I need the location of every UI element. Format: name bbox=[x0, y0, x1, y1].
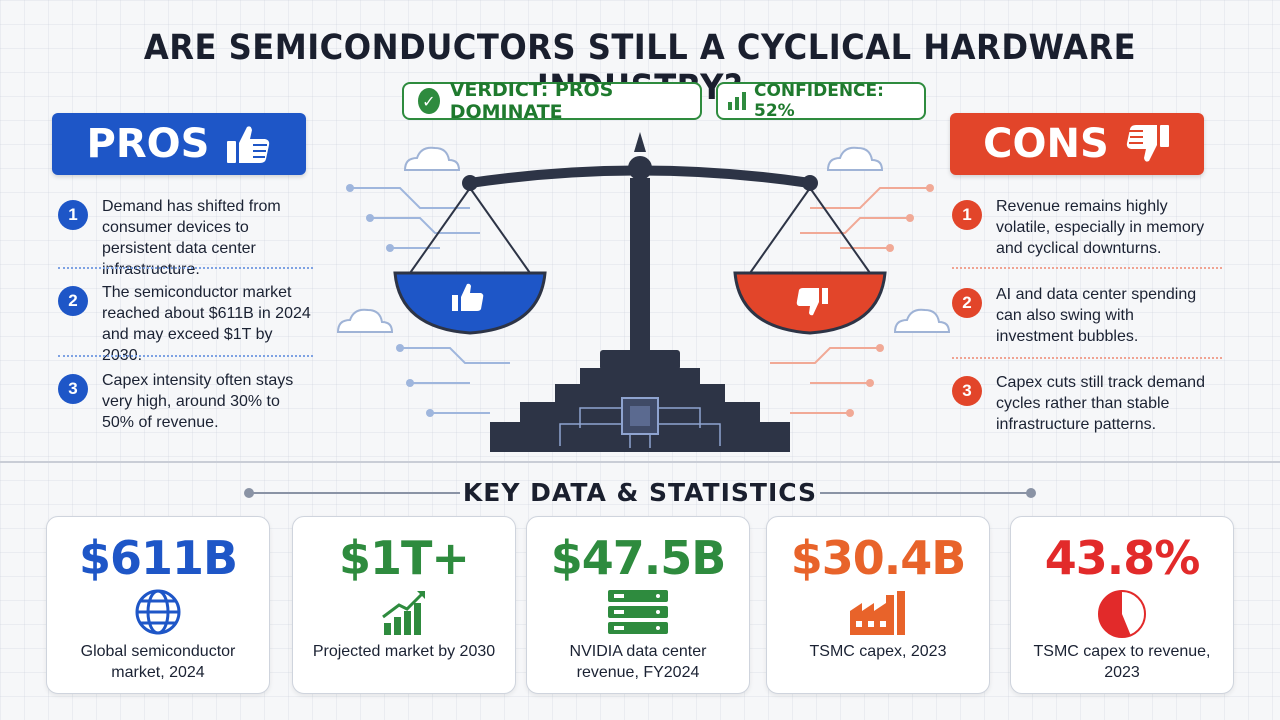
pan-thumbs-down-icon bbox=[796, 288, 828, 316]
pros-divider bbox=[58, 355, 313, 357]
pros-item-2: 2 The semiconductor market reached about… bbox=[58, 282, 312, 366]
stat-label: NVIDIA data center revenue, FY2024 bbox=[569, 643, 707, 681]
cons-item-text: AI and data center spending can also swi… bbox=[996, 286, 1197, 345]
verdict-label: VERDICT: PROS DOMINATE bbox=[449, 79, 614, 123]
cons-header: CONS bbox=[950, 113, 1204, 175]
circuit-traces-right bbox=[770, 187, 930, 414]
cons-item-number: 2 bbox=[952, 288, 982, 318]
stat-label: TSMC capex to revenue, 2023 bbox=[1033, 643, 1211, 681]
stat-value: 43.8% bbox=[1044, 531, 1201, 585]
heading-ornament bbox=[1026, 488, 1036, 498]
cons-item-number: 3 bbox=[952, 376, 982, 406]
confidence-label: CONFIDENCE: 52% bbox=[754, 81, 884, 121]
pros-item-number: 3 bbox=[58, 374, 88, 404]
stat-value: $30.4B bbox=[790, 531, 967, 585]
cons-item-2: 2 AI and data center spending can also s… bbox=[952, 284, 1206, 347]
pros-item-number: 2 bbox=[58, 286, 88, 316]
signal-bars-icon bbox=[728, 92, 746, 110]
balance-scale-illustration bbox=[336, 132, 950, 452]
pros-header-label: PROS bbox=[86, 121, 210, 167]
stat-label: Global semiconductor market, 2024 bbox=[80, 643, 236, 681]
stat-card-tsmc-capex: $30.4B TSMC capex, 2023 bbox=[766, 516, 990, 694]
pros-item-1: 1 Demand has shifted from consumer devic… bbox=[58, 196, 312, 280]
stat-value: $611B bbox=[78, 531, 238, 585]
server-icon bbox=[608, 590, 668, 634]
cons-item-text: Revenue remains highly volatile, especia… bbox=[996, 198, 1205, 257]
globe-icon bbox=[135, 589, 181, 635]
growth-chart-icon bbox=[382, 591, 425, 635]
pros-item-text: Capex intensity often stays very high, a… bbox=[102, 372, 294, 431]
cons-item-1: 1 Revenue remains highly volatile, espec… bbox=[952, 196, 1206, 259]
stat-card-nvidia-dc: $47.5B NVIDIA data center revenue, FY202… bbox=[526, 516, 750, 694]
cons-divider bbox=[952, 267, 1222, 269]
pie-chart-icon bbox=[1098, 590, 1146, 638]
pros-header: PROS bbox=[52, 113, 306, 175]
check-icon: ✓ bbox=[418, 88, 440, 114]
cons-item-3: 3 Capex cuts still track demand cycles r… bbox=[952, 372, 1206, 435]
thumbs-up-icon bbox=[227, 126, 270, 163]
stat-card-projected-2030: $1T+ Projected market by 2030 bbox=[292, 516, 516, 694]
heading-rule-left bbox=[250, 492, 460, 494]
stats-heading: KEY DATA & STATISTICS bbox=[462, 478, 818, 507]
factory-icon bbox=[850, 591, 905, 635]
section-divider bbox=[0, 461, 1280, 463]
stat-card-tsmc-ratio: 43.8% TSMC capex to revenue, 2023 bbox=[1010, 516, 1234, 694]
confidence-badge: CONFIDENCE: 52% bbox=[716, 81, 926, 121]
stat-label: TSMC capex, 2023 bbox=[809, 643, 947, 660]
cons-header-label: CONS bbox=[983, 121, 1109, 167]
pie-slice bbox=[1099, 591, 1131, 637]
verdict-badge: ✓ VERDICT: PROS DOMINATE bbox=[402, 79, 702, 123]
cloud-icon bbox=[336, 146, 950, 333]
stat-value: $1T+ bbox=[339, 531, 470, 585]
cons-item-text: Capex cuts still track demand cycles rat… bbox=[996, 374, 1205, 433]
heading-ornament bbox=[244, 488, 254, 498]
thumbs-down-icon bbox=[1126, 125, 1169, 162]
stat-label: Projected market by 2030 bbox=[312, 643, 496, 660]
pan-thumbs-up-icon bbox=[452, 283, 484, 311]
cons-item-number: 1 bbox=[952, 200, 982, 230]
stat-value: $47.5B bbox=[550, 531, 727, 585]
pros-divider bbox=[58, 267, 313, 269]
pros-item-text: Demand has shifted from consumer devices… bbox=[102, 198, 281, 278]
cons-divider bbox=[952, 357, 1222, 359]
stat-card-market-2024: $611B Global semiconductor market, 2024 bbox=[46, 516, 270, 694]
pros-item-3: 3 Capex intensity often stays very high,… bbox=[58, 370, 312, 433]
circuit-traces-left bbox=[350, 187, 510, 414]
pros-item-number: 1 bbox=[58, 200, 88, 230]
pros-item-text: The semiconductor market reached about $… bbox=[102, 284, 311, 364]
heading-rule-right bbox=[820, 492, 1030, 494]
